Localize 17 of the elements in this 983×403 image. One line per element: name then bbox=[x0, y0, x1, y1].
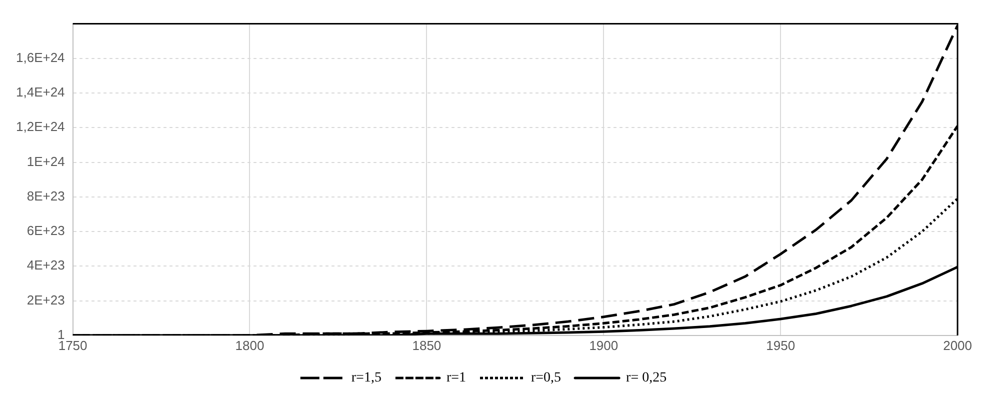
y-tick-label: 2E+23 bbox=[26, 292, 65, 308]
y-tick-label: 1,6E+24 bbox=[16, 50, 65, 65]
y-tick-label: 8E+23 bbox=[26, 188, 65, 204]
x-tick-label: 2000 bbox=[943, 338, 972, 353]
x-tick-label: 1950 bbox=[766, 338, 796, 353]
x-tick-label: 1900 bbox=[589, 338, 618, 353]
x-tick-label: 1800 bbox=[235, 338, 264, 353]
legend-label: r= 0,25 bbox=[626, 370, 667, 386]
y-tick-label: 6E+23 bbox=[26, 223, 65, 238]
legend-label: r=1,5 bbox=[351, 370, 382, 386]
y-tick-label: 1,4E+24 bbox=[16, 84, 65, 100]
x-tick-label: 1850 bbox=[412, 338, 442, 353]
legend-label: r=1 bbox=[446, 370, 466, 386]
y-tick-label: 1,2E+24 bbox=[16, 119, 65, 134]
y-tick-label: 4E+23 bbox=[26, 258, 65, 273]
y-tick-label: 1E+24 bbox=[26, 154, 65, 169]
legend-label: r=0,5 bbox=[531, 370, 562, 386]
